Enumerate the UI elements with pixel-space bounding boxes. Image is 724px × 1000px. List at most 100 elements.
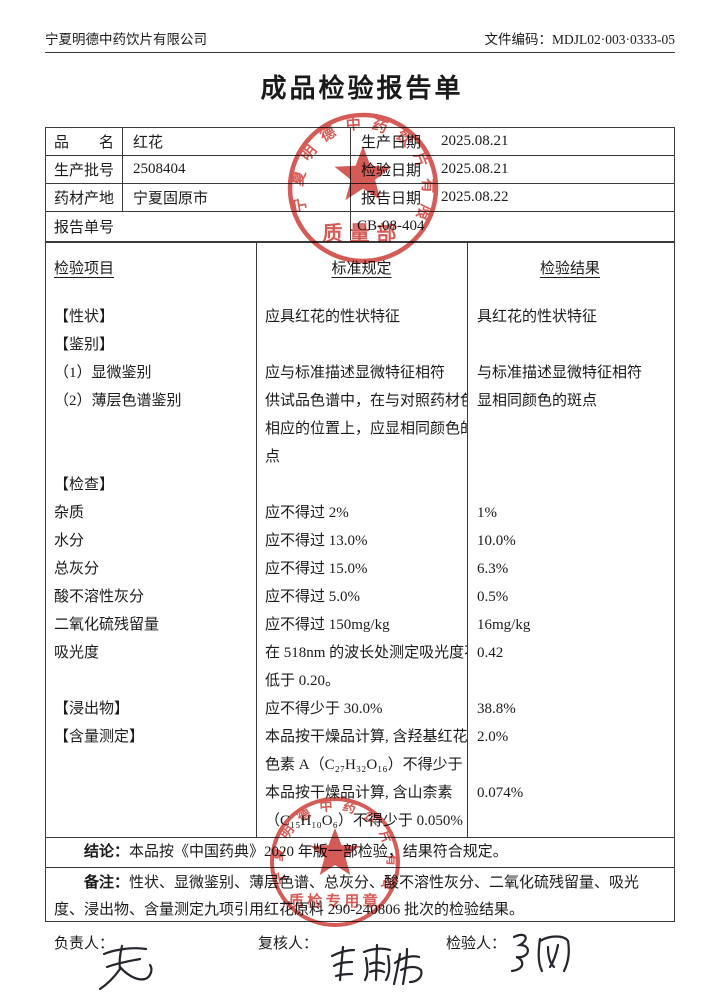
inspection-result: [467, 331, 673, 359]
inspection-standard: 应不得过 2%: [265, 505, 349, 521]
inspection-result: 0.074%: [477, 785, 524, 801]
table-row: （2）薄层色谱鉴别 供试品色谱中，在与对照药材色谱显相同颜色的斑点: [46, 387, 674, 415]
table-row: （C₁₅H₁₀O₆）不得少于 0.050%: [46, 807, 674, 835]
conclusion-text: 本品按《中国药典》2020 年版一部检验，结果符合规定。: [129, 844, 508, 860]
table-row: 酸不溶性灰分 应不得过 5.0% 0.5%: [46, 583, 674, 611]
inspection-item: （1）显微鉴别: [54, 365, 152, 381]
table-row: 杂质 应不得过 2% 1%: [46, 499, 674, 527]
inspection-standard: 应不得过 150mg/kg: [265, 617, 390, 633]
table-row: 点: [46, 443, 674, 471]
table-row: 【性状】 应具红花的性状特征 具红花的性状特征: [46, 303, 674, 331]
table-row: 低于 0.20。: [46, 667, 674, 695]
inspection-standard: （C₁₅H₁₀O₆）不得少于 0.050%: [265, 813, 463, 829]
inspection-result: [467, 751, 673, 779]
inspection-item: 【性状】: [54, 309, 115, 325]
inspection-item: 【含量测定】: [54, 729, 145, 745]
reviewer-label: 复核人：: [258, 936, 319, 952]
inspection-standard: 供试品色谱中，在与对照药材色谱: [265, 393, 467, 409]
inspection-result: [467, 443, 673, 471]
report-date-value: 2025.08.22: [441, 189, 509, 205]
inspection-result: 16mg/kg: [477, 617, 531, 633]
owner-label: 负责人：: [54, 936, 115, 952]
inspection-item: 水分: [54, 533, 85, 549]
table-row: 相应的位置上，应显相同颜色的斑: [46, 415, 674, 443]
inspection-item: 【浸出物】: [54, 701, 130, 717]
batch-number-value: 2508404: [123, 156, 351, 183]
inspection-standard: 点: [265, 449, 281, 465]
inspection-result: 6.3%: [477, 561, 509, 577]
inspection-standard: 低于 0.20。: [265, 673, 341, 689]
inspection-item: [46, 443, 256, 471]
table-row: 品 名 红花 生产日期 2025.08.21: [46, 128, 674, 156]
table-row: 色素 A（C₂₇H₃₂O₁₆）不得少于 1.0%: [46, 751, 674, 779]
remark-row: 备注：性状、显微鉴别、薄层色谱、总灰分、酸不溶性灰分、二氧化硫残留量、吸光度、浸…: [46, 867, 674, 923]
inspection-item: （2）薄层色谱鉴别: [54, 393, 182, 409]
page-header: 宁夏明德中药饮片有限公司 文件编码：MDJL02·003·0333-05: [45, 28, 675, 53]
inspection-item: [46, 807, 256, 835]
product-name-value: 红花: [123, 128, 351, 155]
inspection-table-header: 检验项目 标准规定 检验结果: [46, 243, 674, 303]
inspection-result: 0.5%: [477, 589, 509, 605]
inspection-standard: [256, 331, 467, 359]
column-divider: [467, 243, 468, 837]
inspection-standard: [256, 471, 467, 499]
batch-number-label: 生产批号: [46, 156, 123, 183]
inspection-standard: 相应的位置上，应显相同颜色的斑: [265, 421, 467, 437]
inspection-standard: 本品按干燥品计算, 含羟基红花黄: [265, 729, 467, 745]
conclusion-label: 结论：: [84, 844, 130, 860]
conclusion-row: 结论：本品按《中国药典》2020 年版一部检验，结果符合规定。: [46, 837, 674, 867]
inspection-result: 与标准描述显微特征相符: [477, 365, 643, 381]
table-row: 总灰分 应不得过 15.0% 6.3%: [46, 555, 674, 583]
col-header-standard: 标准规定: [331, 261, 392, 277]
origin-label: 药材产地: [46, 184, 123, 211]
inspection-standard: 应不得少于 30.0%: [265, 701, 383, 717]
inspection-result: [467, 471, 673, 499]
company-name: 宁夏明德中药饮片有限公司: [45, 32, 207, 47]
table-row: 【检查】: [46, 471, 674, 499]
table-row: 【鉴别】: [46, 331, 674, 359]
inspector-label: 检验人：: [446, 936, 507, 952]
inspection-standard: 应与标准描述显微特征相符: [265, 365, 446, 381]
inspection-standard: 应不得过 13.0%: [265, 533, 368, 549]
report-number-value: CB-08-404: [357, 217, 425, 234]
inspection-standard: 色素 A（C₂₇H₃₂O₁₆）不得少于 1.0%: [265, 757, 467, 773]
inspection-item: 吸光度: [54, 645, 100, 661]
inspection-item: 总灰分: [54, 561, 100, 577]
inspection-result: 具红花的性状特征: [477, 309, 598, 325]
table-row: 吸光度 在 518nm 的波长处测定吸光度不得 0.42: [46, 639, 674, 667]
col-header-item: 检验项目: [54, 261, 115, 277]
table-row: 【含量测定】 本品按干燥品计算, 含羟基红花黄 2.0%: [46, 723, 674, 751]
inspection-result: 0.42: [477, 645, 504, 661]
remark-text: 性状、显微鉴别、薄层色谱、总灰分、酸不溶性灰分、二氧化硫残留量、吸光度、浸出物、…: [54, 875, 640, 918]
remark-label: 备注：: [84, 875, 130, 891]
table-row: 二氧化硫残留量 应不得过 150mg/kg 16mg/kg: [46, 611, 674, 639]
inspection-result: 1%: [477, 505, 497, 521]
inspection-standard: 应不得过 15.0%: [265, 561, 368, 577]
column-divider: [256, 243, 257, 837]
table-row: 水分 应不得过 13.0% 10.0%: [46, 527, 674, 555]
report-date-label: 报告日期: [361, 191, 422, 207]
reviewer-signature: [330, 943, 423, 986]
info-table: 品 名 红花 生产日期 2025.08.21 生产批号 2508404 检验日期…: [45, 127, 675, 242]
inspection-date-label: 检验日期: [361, 163, 422, 179]
inspection-table: 检验项目 标准规定 检验结果 【性状】 应具红花的性状特征 具红花的性状特征 【鉴别…: [45, 242, 675, 922]
inspection-result: [467, 667, 673, 695]
col-header-result: 检验结果: [539, 261, 600, 277]
owner-signature: [98, 944, 153, 991]
inspection-result: 显相同颜色的斑点: [477, 393, 598, 409]
table-row: （1）显微鉴别 应与标准描述显微特征相符 与标准描述显微特征相符: [46, 359, 674, 387]
inspection-standard: 在 518nm 的波长处测定吸光度不得: [265, 645, 467, 661]
inspection-item: [46, 415, 256, 443]
inspection-item: 【检查】: [54, 477, 115, 493]
report-title: 成品检验报告单: [260, 74, 464, 103]
inspection-item: 二氧化硫残留量: [54, 617, 160, 633]
inspection-item: 【鉴别】: [54, 337, 115, 353]
table-row: 本品按干燥品计算, 含山柰素 0.074%: [46, 779, 674, 807]
table-row: 生产批号 2508404 检验日期 2025.08.21: [46, 156, 674, 184]
inspection-item: 杂质: [54, 505, 85, 521]
inspection-item: [46, 779, 256, 807]
inspection-result: [467, 807, 673, 835]
inspector-signature: [510, 933, 570, 973]
inspection-item: 酸不溶性灰分: [54, 589, 145, 605]
